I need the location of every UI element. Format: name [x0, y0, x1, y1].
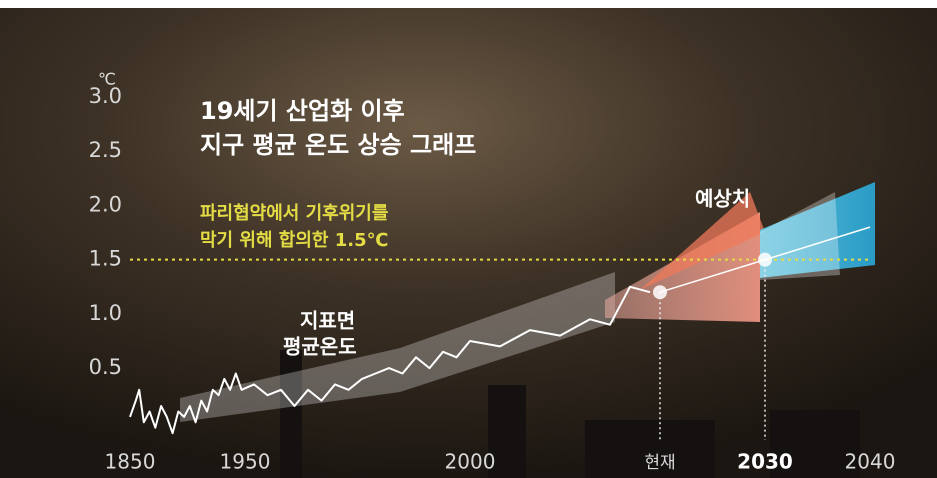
x-tick-label: 2000	[445, 450, 496, 474]
marker	[758, 252, 772, 267]
y-tick-label: 1.5	[89, 247, 122, 271]
y-tick-label: 2.5	[89, 138, 122, 162]
y-tick-label: 2.0	[89, 192, 122, 216]
threshold-label: 파리협약에서 기후위기를	[200, 202, 388, 224]
series-label: 평균온도	[283, 335, 357, 359]
x-tick-label: 1850	[105, 450, 156, 474]
chart-title: 지구 평균 온도 상승 그래프	[200, 131, 476, 159]
x-tick-label: 현재	[644, 453, 675, 473]
x-tick-label: 2040	[845, 450, 896, 474]
x-tick-label: 2030	[737, 450, 793, 474]
projection-fans	[180, 182, 875, 422]
threshold-label: 막기 위해 합의한 1.5℃	[200, 229, 388, 251]
buildings	[280, 350, 860, 478]
y-tick-label: 0.5	[89, 355, 122, 379]
y-tick-label: 3.0	[89, 84, 122, 108]
x-tick-label: 1950	[220, 450, 271, 474]
data-line	[129, 285, 651, 435]
y-axis-unit: ℃	[98, 70, 116, 89]
forecast-label: 예상치	[695, 187, 750, 211]
marker	[653, 285, 667, 300]
plot: 0.5 1.0 1.5 2.0 2.5 3.0 1850 1950 2000 현재 2030 2040	[89, 84, 896, 474]
chart-title: 19세기 산업화 이후	[200, 97, 405, 125]
y-tick-label: 1.0	[89, 301, 122, 325]
series-label: 지표면	[300, 309, 355, 333]
